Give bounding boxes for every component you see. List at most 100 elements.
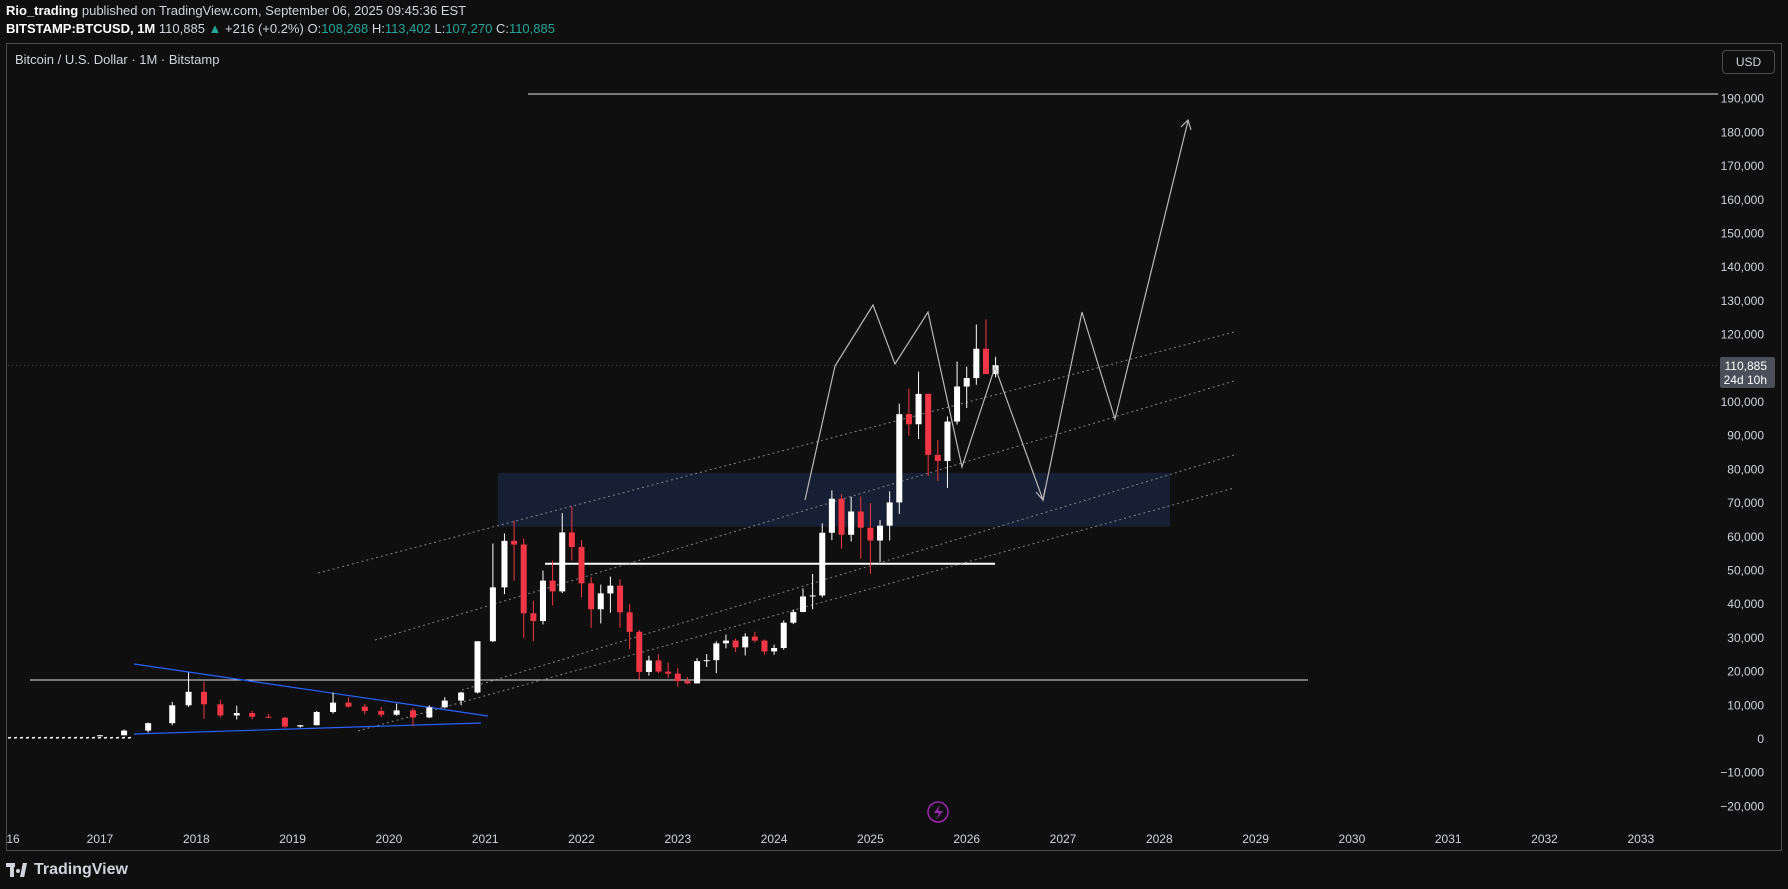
history-dash: [67, 736, 72, 739]
candle-body: [607, 585, 614, 594]
x-tick-label: 2017: [87, 832, 114, 846]
brand-name: TradingView: [34, 861, 128, 878]
candle-body: [578, 546, 585, 584]
candle-body: [896, 414, 903, 503]
history-dash: [61, 736, 66, 739]
candle-body: [409, 710, 416, 718]
candle-body: [732, 640, 739, 648]
candle-body: [925, 393, 932, 455]
candle-body: [684, 681, 691, 684]
x-tick-label: 2028: [1146, 832, 1173, 846]
currency-button[interactable]: USD: [1722, 50, 1775, 74]
x-tick-label: 2027: [1050, 832, 1077, 846]
close-value: 110,885: [508, 21, 555, 36]
history-dash: [103, 736, 108, 739]
history-dash: [49, 736, 54, 739]
y-tick-label: 160,000: [1721, 193, 1765, 207]
y-tick-label: −20,000: [1720, 799, 1764, 813]
x-tick-label: 2021: [472, 832, 499, 846]
y-tick-label: 70,000: [1727, 496, 1764, 510]
history-dash: [37, 736, 42, 739]
y-tick-label: 0: [1757, 732, 1764, 746]
history-dash: [85, 736, 90, 739]
candle-body: [313, 712, 320, 726]
candle-body: [265, 716, 272, 718]
x-tick-label: 2023: [664, 832, 691, 846]
x-tick-label: 2032: [1531, 832, 1558, 846]
candle-body: [674, 673, 681, 682]
symbol-legend: Bitcoin / U.S. Dollar · 1M · Bitstamp: [15, 52, 220, 67]
history-dash: [121, 736, 126, 739]
candle-body: [944, 421, 951, 461]
candle-body: [848, 511, 855, 535]
candle-body: [819, 532, 826, 596]
x-tick-label: 2029: [1242, 832, 1269, 846]
candle-body: [780, 622, 787, 649]
y-tick-label: 30,000: [1727, 631, 1764, 645]
candle-body: [597, 593, 604, 610]
symbol-label: BITSTAMP:BTCUSD, 1M: [6, 21, 156, 36]
history-dash: [31, 736, 36, 739]
candle-body: [694, 661, 701, 684]
candle-body: [761, 640, 768, 652]
candle-body: [809, 595, 816, 597]
candle-body: [588, 583, 595, 610]
low-label: L:: [434, 21, 446, 36]
x-tick-label: 2031: [1435, 832, 1462, 846]
candle-body: [915, 393, 922, 425]
candle-body: [281, 717, 288, 727]
history-dash: [109, 736, 114, 739]
history-dash: [127, 736, 132, 739]
candle-body: [790, 611, 797, 623]
price-tag-bg: [1720, 357, 1775, 388]
history-dash: [91, 736, 96, 739]
candle-body: [799, 596, 806, 612]
candle-body: [771, 648, 778, 652]
high-label: H:: [371, 21, 385, 36]
candle-body: [520, 544, 527, 614]
candle-body: [636, 631, 643, 672]
candle-body: [549, 580, 556, 592]
candle-body: [330, 702, 337, 713]
candle-body: [426, 707, 433, 718]
price-tag-price: 110,885: [1725, 359, 1768, 373]
candle-body: [751, 636, 758, 641]
history-dash: [73, 736, 78, 739]
y-tick-label: 120,000: [1721, 328, 1765, 342]
y-tick-label: 180,000: [1721, 125, 1765, 139]
candle-body: [393, 710, 400, 715]
y-tick-label: −10,000: [1720, 766, 1764, 780]
tradingview-brand[interactable]: TradingView: [6, 861, 128, 879]
change-arrow-icon: ▲: [208, 21, 222, 36]
y-tick-label: 80,000: [1727, 462, 1764, 476]
chart-frame[interactable]: [6, 43, 1782, 851]
history-dash: [13, 736, 18, 739]
last-price: 110,885: [158, 21, 205, 36]
candle-body: [645, 660, 652, 672]
price-tag-countdown: 24d 10h: [1724, 373, 1767, 387]
candle-body: [886, 502, 893, 526]
x-tick-label: 2020: [376, 832, 403, 846]
candle-body: [511, 540, 518, 545]
candle-body: [963, 378, 970, 387]
ohlc-line: BITSTAMP:BTCUSD, 1M 110,885 ▲ +216 (+0.2…: [6, 21, 555, 36]
projection-arrow-icon: [1035, 488, 1046, 502]
candle-body: [838, 498, 845, 535]
candle-body: [249, 713, 256, 717]
trendline: [133, 663, 489, 717]
history-dash: [97, 736, 102, 739]
y-tick-label: 150,000: [1721, 227, 1765, 241]
candle-body: [828, 498, 835, 533]
candle-body: [145, 723, 152, 731]
candle-body: [982, 348, 989, 375]
candle-body: [185, 691, 192, 706]
author-name[interactable]: Rio_trading: [6, 3, 79, 18]
y-tick-label: 90,000: [1727, 429, 1764, 443]
x-tick-label: 2018: [183, 832, 210, 846]
x-tick-label: 2025: [857, 832, 884, 846]
candle-body: [665, 671, 672, 674]
candle-body: [441, 700, 448, 708]
candle-body: [722, 640, 729, 644]
candle-body: [378, 711, 385, 715]
